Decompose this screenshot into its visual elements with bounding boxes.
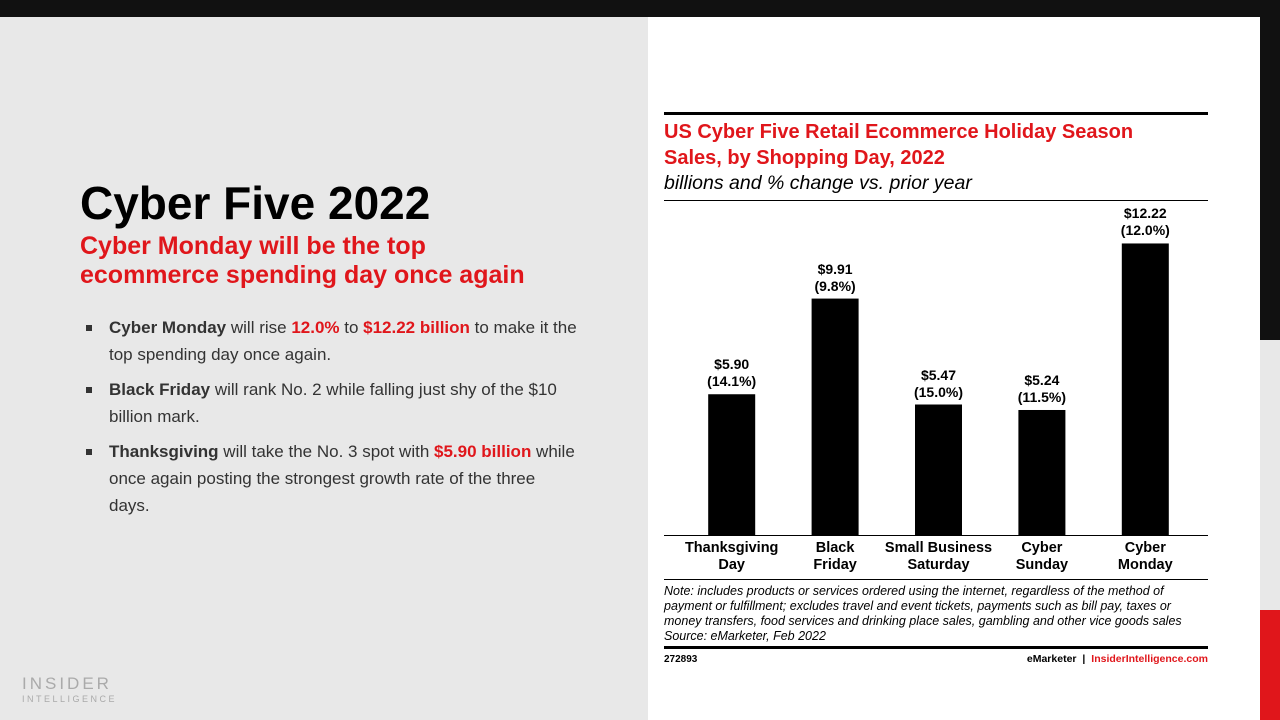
chart-note: Note: includes products or services orde… <box>664 584 1182 628</box>
bullet: Black Friday will rank No. 2 while falli… <box>80 376 579 430</box>
rule <box>664 112 1208 115</box>
slide-subtitle: Cyber Monday will be the top ecommerce s… <box>80 232 525 289</box>
bullet: Cyber Monday will rise 12.0% to $12.22 b… <box>80 314 579 368</box>
bullet-text: $5.90 billion <box>434 442 532 461</box>
side-bar <box>1260 340 1280 610</box>
side-bar <box>1260 610 1280 720</box>
value-label: $5.90 (14.1%) <box>707 356 757 390</box>
rule <box>664 579 1208 580</box>
site: InsiderIntelligence.com <box>1091 653 1208 665</box>
rule <box>664 646 1208 649</box>
bar <box>1121 243 1169 536</box>
bullet-text: Cyber Monday <box>109 318 227 337</box>
value-label: $5.24 (11.5%) <box>1017 371 1067 405</box>
brand: eMarketer <box>1026 653 1077 665</box>
bar <box>1018 409 1066 535</box>
chart-source: Source: eMarketer, Feb 2022 <box>664 629 826 643</box>
bullet-text: Thanksgiving <box>109 442 219 461</box>
x-tick-label: Small Business Saturday <box>884 540 993 573</box>
slide-title: Cyber Five 2022 <box>80 177 431 229</box>
chart-subtitle: billions and % change vs. prior year <box>664 172 972 194</box>
bullet: Thanksgiving will take the No. 3 spot wi… <box>80 438 579 519</box>
bullet-text: 12.0% <box>291 318 340 337</box>
bar <box>915 404 962 535</box>
bullet-text: will rank No. 2 while falling just shy o… <box>109 380 557 426</box>
bullet-text: while once again posting the strongest g… <box>109 442 575 515</box>
x-tick-label: Thanksgiving Day <box>684 540 779 573</box>
x-tick-label: Cyber Monday <box>1117 540 1173 573</box>
value-label: $12.22 (12.0%) <box>1120 205 1170 239</box>
bullet-text: Black Friday <box>109 380 211 399</box>
branding: eMarketer | InsiderIntelligence.com <box>1027 653 1208 665</box>
value-label: $5.47 (15.0%) <box>913 366 964 400</box>
bullet-text: will take the No. 3 spot with <box>218 442 435 461</box>
left-panel <box>0 17 648 720</box>
side-bar <box>1260 17 1280 340</box>
x-tick-label: Cyber Sunday <box>1015 540 1069 573</box>
x-tick-label: Black Friday <box>813 540 857 573</box>
bullet-text: $12.22 billion <box>363 318 470 337</box>
chart-title: US Cyber Five Retail Ecommerce Holiday S… <box>664 121 1134 169</box>
value-label: $9.91 (9.8%) <box>814 260 856 294</box>
separator: | <box>1082 653 1086 665</box>
plot <box>664 243 1208 536</box>
rule <box>664 200 1208 201</box>
chart-id: 272893 <box>664 654 698 665</box>
bullet-text: will rise <box>226 318 292 337</box>
logo: INTELLIGENCE <box>22 694 118 704</box>
bullet-list: Cyber Monday will rise 12.0% to $12.22 b… <box>80 314 579 527</box>
logo: INSIDER <box>22 674 112 693</box>
bar <box>811 298 859 535</box>
top-bar <box>0 0 1280 17</box>
bullet-text: to make it the top spending day once aga… <box>109 318 577 364</box>
bar <box>708 394 756 535</box>
bullet-text: to <box>339 318 364 337</box>
